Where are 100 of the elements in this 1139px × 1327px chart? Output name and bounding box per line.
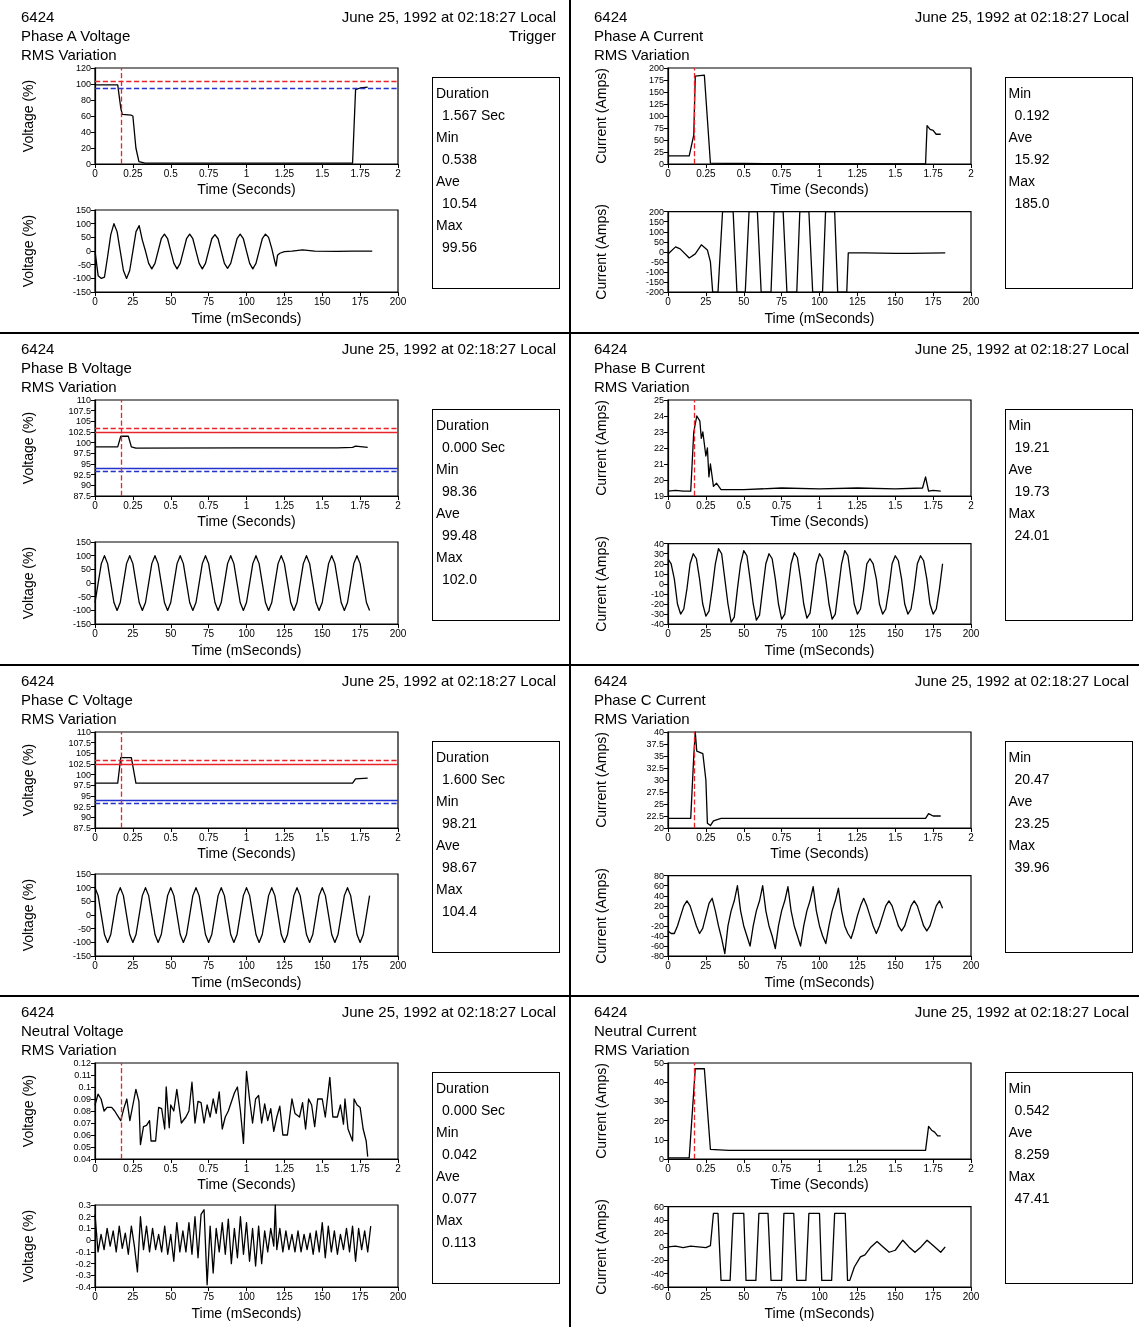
y-tick-label: 200 [648,63,664,73]
x-tick-label: 150 [886,1290,904,1302]
y-tick-label: 0.2 [78,1211,91,1222]
y-tick-label: 20 [80,143,91,153]
x-tick-label: 100 [238,959,256,971]
y-tick-label: 20 [653,822,664,833]
chart-title: Phase B Current [593,358,706,376]
y-tick-label: 100 [75,437,91,448]
x-axis-title: Time (mSeconds) [191,310,302,326]
x-tick-label: 25 [699,295,712,307]
x-axis-title: Time (Seconds) [769,844,869,861]
y-tick-label: -20 [650,920,664,931]
text: June 25, 1992 at 02:18:27 Local [341,1003,556,1021]
y-axis-title: Current (Amps) [592,1063,609,1160]
x-tick-label: 100 [810,295,828,307]
x-tick-label: 125 [848,295,866,307]
y-tick-label: 20 [653,1228,664,1239]
y-tick-label: 100 [648,226,664,237]
x-tick-label: 0.5 [163,167,179,179]
y-tick-label: 60 [80,111,91,121]
text: 6424 [21,671,55,689]
x-tick-label: 125 [276,959,294,971]
chart-subtitle: RMS Variation [593,377,690,395]
x-axis-title: Time (Seconds) [197,844,296,861]
text: June 25, 1992 at 02:18:27 Local [914,339,1129,357]
x-tick-label: 2 [967,831,974,842]
y-tick-label: 150 [648,216,664,227]
y-tick-label: 24 [653,410,664,421]
x-tick-label: 1.5 [887,831,903,842]
y-tick-label: -30 [650,608,664,619]
x-tick-label: 0.5 [736,1162,751,1174]
x-tick-label: 0.75 [198,1162,219,1174]
y-tick-label: 40 [653,890,664,901]
x-tick-label: 1.5 [315,499,330,511]
y-tick-label: 95 [80,458,91,469]
x-tick-label: 1.5 [315,167,330,179]
y-tick-label: 40 [653,726,664,737]
y-tick-label: 0.04 [73,1154,91,1165]
y-tick-label: 150 [75,536,91,547]
x-tick-label: 2 [395,1162,402,1174]
y-tick-label: 0 [85,159,91,169]
y-tick-label: 0.1 [78,1223,91,1234]
y-tick-label: 100 [75,769,91,780]
x-tick-label: 200 [962,627,980,639]
x-tick-label: 1.25 [847,1162,868,1174]
y-tick-label: 100 [75,882,91,893]
x-tick-label: 50 [737,1290,750,1302]
y-tick-label: 100 [75,550,91,561]
y-tick-label: 25 [653,798,664,809]
x-tick-label: 1 [243,831,250,842]
chart-subtitle: RMS Variation [593,46,690,63]
x-tick-label: 200 [962,959,980,971]
x-tick-label: 0.25 [695,499,716,511]
text: 6424 [593,8,627,25]
y-tick-label: 97.5 [73,779,91,790]
x-tick-label: 50 [737,627,750,639]
chart-title: Phase A Current [593,27,704,44]
x-tick-label: 0.75 [771,1162,792,1174]
x-tick-label: 2 [967,1162,974,1174]
y-tick-label: 35 [653,750,664,761]
chart-subtitle: RMS Variation [21,709,117,727]
x-tick-label: 0.25 [123,499,144,511]
x-tick-label: 200 [389,295,407,307]
x-tick-label: 1 [816,167,823,179]
text: 6424 [21,339,55,357]
x-tick-label: 200 [962,295,980,307]
y-tick-label: -150 [72,618,91,629]
y-tick-label: 0 [85,1235,91,1246]
x-tick-label: 2 [395,499,402,511]
y-tick-label: 100 [648,111,664,121]
y-tick-label: 50 [653,1058,664,1069]
x-tick-label: 200 [389,959,407,971]
x-tick-label: 0.25 [123,167,144,179]
info-box: Min 0.542 Ave 8.259 Max 47.41 [1004,1072,1133,1285]
x-tick-label: 0.5 [163,499,179,511]
y-tick-label: 37.5 [645,738,664,749]
y-tick-label: 50 [80,895,91,906]
info-box: Duration 0.000 Sec Min 0.042 Ave 0.077 Max 0.113 [432,1072,560,1285]
x-tick-label: 150 [886,295,904,307]
x-axis-title: Time (mSeconds) [764,310,874,326]
x-tick-label: 0.75 [771,499,792,511]
x-tick-label: 1.75 [922,499,943,511]
x-tick-label: 75 [203,959,215,971]
y-axis-title: Current (Amps) [592,731,609,828]
x-tick-label: 200 [389,1290,407,1302]
text: June 25, 1992 at 02:18:27 Local [914,671,1129,689]
x-tick-label: 25 [699,959,712,971]
y-tick-label: 0 [658,910,664,921]
x-tick-label: 0.5 [736,167,751,179]
y-tick-label: 20 [653,558,664,569]
x-tick-label: 125 [276,295,294,307]
y-tick-label: 25 [653,147,664,157]
y-tick-label: 27.5 [645,786,664,797]
y-axis-title: Voltage (%) [20,1210,36,1283]
x-tick-label: 175 [351,1290,369,1302]
y-tick-label: 50 [653,135,664,145]
y-tick-label: 0.09 [73,1094,91,1105]
x-tick-label: 1.75 [350,167,371,179]
y-tick-label: 0 [85,246,91,257]
x-tick-label: 1.75 [922,1162,943,1174]
